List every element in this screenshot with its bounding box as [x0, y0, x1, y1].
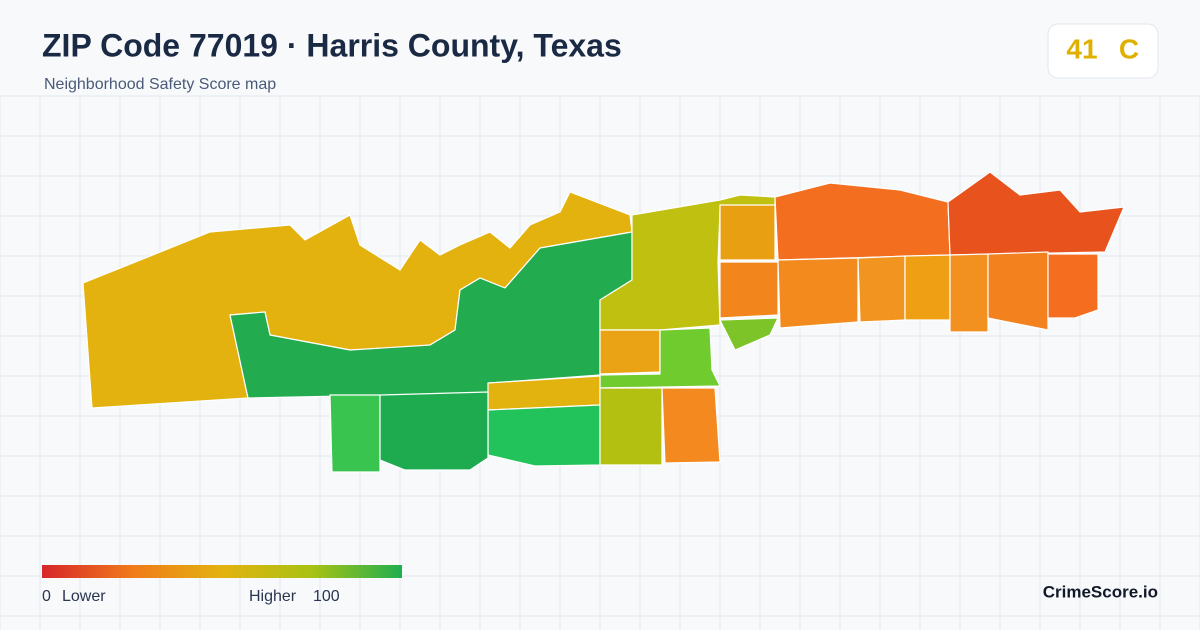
- area: [777, 257, 859, 329]
- area: [1047, 253, 1099, 319]
- area: [904, 254, 951, 321]
- area: [987, 251, 1049, 331]
- area: [329, 394, 381, 473]
- score-badge: [1047, 23, 1159, 79]
- legend-color-bar: [42, 565, 402, 578]
- area: [947, 171, 1125, 256]
- score-value: 41: [1066, 33, 1097, 64]
- area: [599, 329, 661, 375]
- area: [719, 204, 776, 261]
- brand: CrimeScore.io: [1043, 582, 1158, 601]
- area: [719, 261, 779, 319]
- area: [599, 387, 663, 466]
- legend-min-label: Lower: [62, 588, 106, 605]
- area: [661, 387, 721, 464]
- area: [599, 327, 721, 389]
- area: [774, 182, 951, 261]
- area: [599, 194, 776, 331]
- score-grade: C: [1119, 33, 1139, 64]
- area: [719, 317, 779, 351]
- legend-max: 100: [313, 588, 340, 605]
- area: [379, 391, 489, 471]
- area: [857, 255, 906, 323]
- area: [487, 404, 601, 467]
- zip-map: [82, 171, 1125, 473]
- area: [949, 253, 989, 333]
- title: ZIP Code 77019 · Harris County, Texas: [42, 27, 622, 63]
- subtitle: Neighborhood Safety Score map: [44, 76, 276, 93]
- legend-max-label: Higher: [249, 588, 297, 605]
- legend-min: 0: [42, 588, 51, 605]
